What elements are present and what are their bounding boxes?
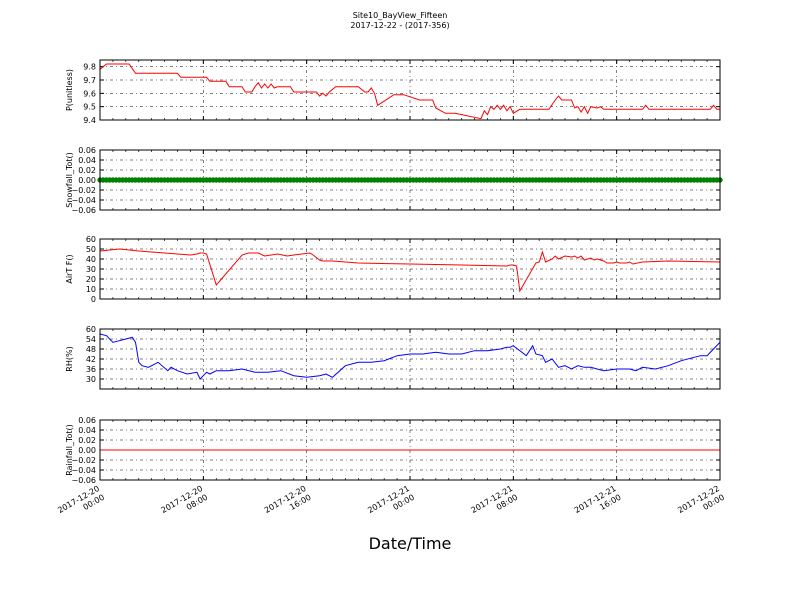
x-axis-label: Date/Time [368,534,452,553]
rh-ytick-label: 48 [86,345,96,354]
pressure-series-line [99,63,720,120]
snowfall-ytick-label: 0.04 [78,156,96,165]
x-tick-label: 2017-12-2200:00 [676,484,726,524]
pressure-ylabel: P(unitless) [65,69,74,111]
pressure-frame [99,59,721,121]
airtemp-ytick-label: 0 [91,295,96,304]
snowfall-ylabel: Snowfall_Tot() [65,152,74,208]
rainfall-ytick-label: 0.04 [78,426,96,435]
snowfall-frame [99,149,721,211]
pressure-ytick-label: 9.5 [83,103,96,112]
rainfall-ytick-label: −0.06 [71,476,96,485]
rh-frame [99,328,721,390]
rainfall-ytick-label: 0.02 [78,436,96,445]
chart-subtitle: 2017-12-22 - (2017-356) [350,21,450,30]
chart-title: Site10_BayView_Fifteen [352,11,448,20]
snowfall-ytick-label: −0.02 [71,186,96,195]
rainfall-ytick-label: 0.06 [78,416,96,425]
rh-ytick-label: 36 [86,365,96,374]
x-tick-label: 2017-12-2108:00 [470,484,520,524]
x-tick-label: 2017-12-2000:00 [56,484,106,524]
pressure-ytick-label: 9.6 [83,89,96,98]
rainfall-frame [99,419,721,481]
x-tick-label: 2017-12-2100:00 [366,484,416,524]
snowfall-ytick-label: −0.04 [71,196,96,205]
x-tick-label: 2017-12-2008:00 [160,484,210,524]
x-tick-label: 2017-12-2116:00 [573,484,623,524]
airtemp-ytick-label: 60 [86,235,96,244]
snowfall-panel: −0.06−0.04−0.020.000.020.040.06 Snowfall_… [65,146,723,215]
rainfall-ytick-label: −0.02 [71,456,96,465]
airtemp-ytick-label: 30 [86,265,96,274]
airtemp-ytick-label: 50 [86,245,96,254]
rainfall-ytick-label: 0.00 [78,446,96,455]
rh-ytick-label: 30 [86,375,96,384]
rh-ytick-label: 54 [86,335,96,344]
rainfall-ylabel: Rainfall_Tot() [65,424,74,476]
pressure-ytick-label: 9.8 [83,63,96,72]
x-tick-label: 2017-12-2016:00 [263,484,313,524]
snowfall-ytick-label: 0.00 [78,176,96,185]
rh-series-line [99,333,721,380]
airtemp-series-line [99,248,721,293]
snowfall-ytick-label: 0.06 [78,146,96,155]
snowfall-ytick-label: 0.02 [78,166,96,175]
airtemp-ylabel: AirT F() [65,254,74,283]
pressure-ytick-label: 9.7 [83,76,96,85]
rainfall-ytick-label: −0.04 [71,466,96,475]
rh-ytick-label: 42 [86,355,96,364]
rh-ytick-label: 60 [86,325,96,334]
airtemp-ytick-label: 20 [86,275,96,284]
pressure-panel: 9.4 9.5 9.6 9.7 9.8 P(unitless) [65,59,721,125]
rh-ylabel: RH(%) [65,346,74,371]
pressure-ytick-label: 9.4 [83,116,96,125]
rainfall-panel: −0.06−0.04−0.020.000.020.040.06 Rainfall_… [65,416,721,485]
snowfall-ytick-label: −0.06 [71,206,96,215]
airtemp-ytick-label: 10 [86,285,96,294]
airtemp-frame [99,238,721,300]
airtemp-ytick-label: 40 [86,255,96,264]
